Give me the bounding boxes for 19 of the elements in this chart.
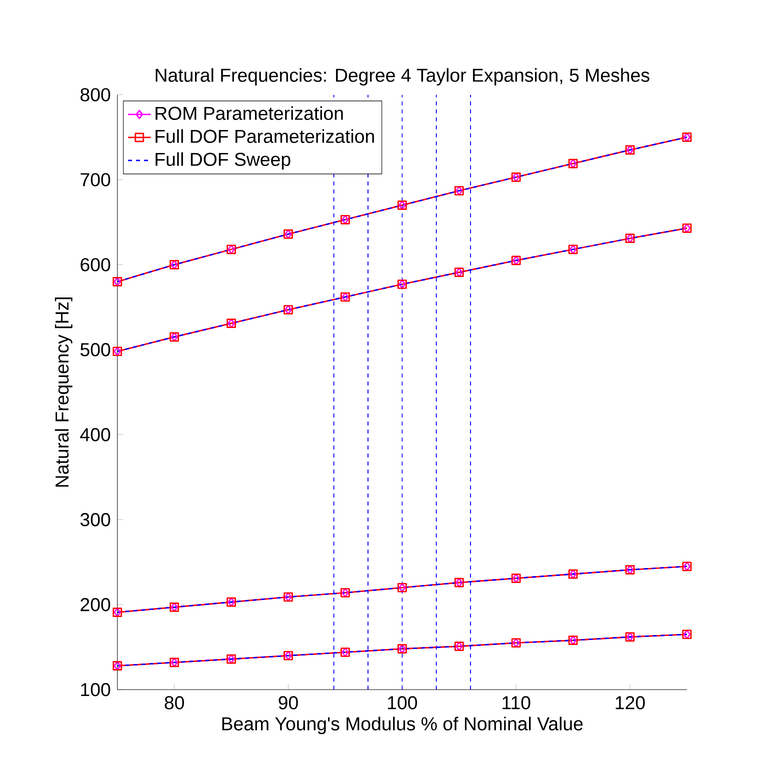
legend-label: ROM Parameterization bbox=[156, 106, 343, 120]
legend-label: Full DOF Parameterization bbox=[156, 129, 374, 143]
x-tick-label: 100 bbox=[388, 696, 418, 710]
legend-label: Full DOF Sweep bbox=[156, 152, 290, 170]
x-tick-label: 80 bbox=[164, 696, 184, 710]
y-tick-label: 800 bbox=[80, 88, 110, 102]
x-axis-title: Beam Young's Modulus % of Nominal Value bbox=[222, 716, 583, 734]
y-tick-label: 700 bbox=[80, 173, 110, 186]
y-axis-title: Natural Frequency [Hz] bbox=[54, 298, 72, 487]
y-tick-label: 200 bbox=[80, 598, 110, 612]
y-tick-label: 500 bbox=[80, 343, 110, 356]
y-tick-label: 300 bbox=[80, 513, 110, 526]
x-tick-label: 90 bbox=[278, 696, 298, 710]
chart-title: Natural Frequencies: Degree 4 Taylor Expansion, 5 Meshes bbox=[156, 68, 650, 86]
x-tick-label: 110 bbox=[502, 696, 530, 710]
y-tick-label: 600 bbox=[80, 258, 110, 272]
y-tick-label: 400 bbox=[80, 428, 110, 442]
x-tick-label: 120 bbox=[616, 696, 645, 710]
y-tick-label: 100 bbox=[81, 683, 110, 696]
